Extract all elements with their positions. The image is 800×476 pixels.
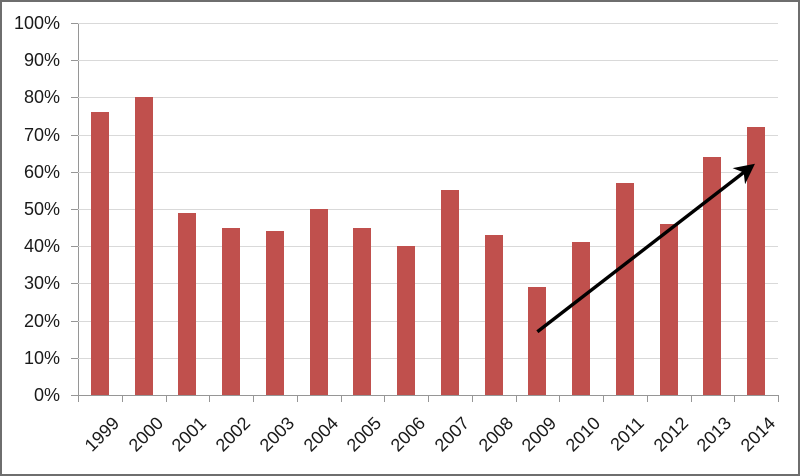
bar-2009	[528, 287, 547, 395]
x-tick-label-1999: 1999	[80, 413, 124, 456]
bar-2013	[703, 156, 722, 395]
x-tick-mark	[428, 395, 429, 402]
x-tick-mark	[690, 395, 692, 402]
gridline-10	[78, 357, 778, 359]
x-tick-mark	[646, 395, 648, 402]
gridline-80	[78, 97, 778, 99]
y-tick-mark	[71, 134, 78, 136]
x-tick-label-2008: 2008	[474, 413, 517, 456]
x-tick-mark	[603, 395, 604, 402]
x-tick-mark	[384, 395, 386, 402]
gridline-60	[78, 171, 778, 173]
bar-2012	[659, 223, 678, 395]
x-tick-label-2013: 2013	[693, 413, 736, 456]
x-tick-label-2003: 2003	[255, 413, 299, 456]
gridline-40	[78, 246, 778, 248]
x-tick-mark	[78, 395, 79, 402]
bar-1999	[90, 112, 109, 395]
plot-area	[78, 23, 778, 395]
x-tick-label-2012: 2012	[649, 413, 692, 456]
y-tick-mark	[71, 395, 78, 396]
x-tick-label-2005: 2005	[343, 413, 386, 456]
gridline-30	[78, 283, 778, 285]
y-tick-label-30: 30%	[23, 273, 60, 294]
y-tick-mark	[71, 283, 78, 285]
x-tick-label-2007: 2007	[430, 413, 474, 456]
x-tick-label-2009: 2009	[518, 413, 561, 456]
x-tick-mark	[559, 395, 561, 402]
y-tick-label-100: 100%	[13, 13, 60, 33]
x-tick-label-2006: 2006	[386, 413, 430, 456]
x-tick-mark	[209, 395, 211, 402]
y-tick-mark	[71, 97, 78, 99]
y-tick-label-90: 90%	[23, 50, 60, 71]
y-tick-label-20: 20%	[23, 310, 60, 331]
bar-2010	[572, 242, 591, 395]
y-tick-label-10: 10%	[23, 347, 60, 368]
x-tick-mark	[778, 395, 779, 402]
gridline-20	[78, 320, 778, 322]
y-tick-label-80: 80%	[23, 87, 60, 108]
y-tick-mark	[71, 209, 78, 210]
y-tick-label-50: 50%	[23, 199, 60, 219]
x-tick-mark	[734, 395, 736, 402]
x-tick-label-2001: 2001	[168, 413, 211, 456]
x-tick-mark	[253, 395, 254, 402]
gridline-70	[78, 134, 778, 136]
bar-2003	[265, 231, 284, 395]
gridline-100	[78, 23, 778, 24]
y-tick-label-70: 70%	[23, 124, 60, 145]
x-tick-mark	[471, 395, 473, 402]
x-tick-label-2010: 2010	[561, 413, 605, 456]
bar-2004	[309, 209, 328, 395]
bar-2011	[615, 182, 634, 395]
x-tick-label-2000: 2000	[124, 413, 167, 456]
x-tick-label-2004: 2004	[299, 413, 342, 456]
y-tick-mark	[71, 357, 78, 359]
bar-2002	[222, 227, 241, 395]
bar-2008	[484, 235, 503, 395]
bar-2014	[747, 127, 766, 395]
x-tick-label-2002: 2002	[211, 413, 255, 456]
bar-2007	[440, 190, 459, 395]
bar-2006	[397, 246, 416, 395]
y-tick-mark	[71, 23, 78, 24]
y-tick-label-40: 40%	[23, 236, 60, 257]
y-tick-label-0: 0%	[33, 385, 60, 405]
x-tick-mark	[121, 395, 123, 402]
x-tick-mark	[340, 395, 342, 402]
x-tick-mark	[296, 395, 298, 402]
y-tick-mark	[71, 171, 78, 173]
x-tick-label-2014: 2014	[736, 413, 780, 456]
gridline-90	[78, 60, 778, 62]
bar-2005	[353, 227, 372, 395]
x-tick-mark	[515, 395, 517, 402]
x-tick-mark	[165, 395, 167, 402]
y-tick-mark	[71, 246, 78, 248]
y-tick-mark	[71, 320, 78, 322]
x-tick-label-2011: 2011	[606, 413, 649, 455]
y-tick-label-60: 60%	[23, 161, 60, 182]
bar-2000	[134, 97, 153, 395]
bar-2001	[178, 212, 197, 395]
gridline-50	[78, 209, 778, 210]
y-tick-mark	[71, 60, 78, 62]
